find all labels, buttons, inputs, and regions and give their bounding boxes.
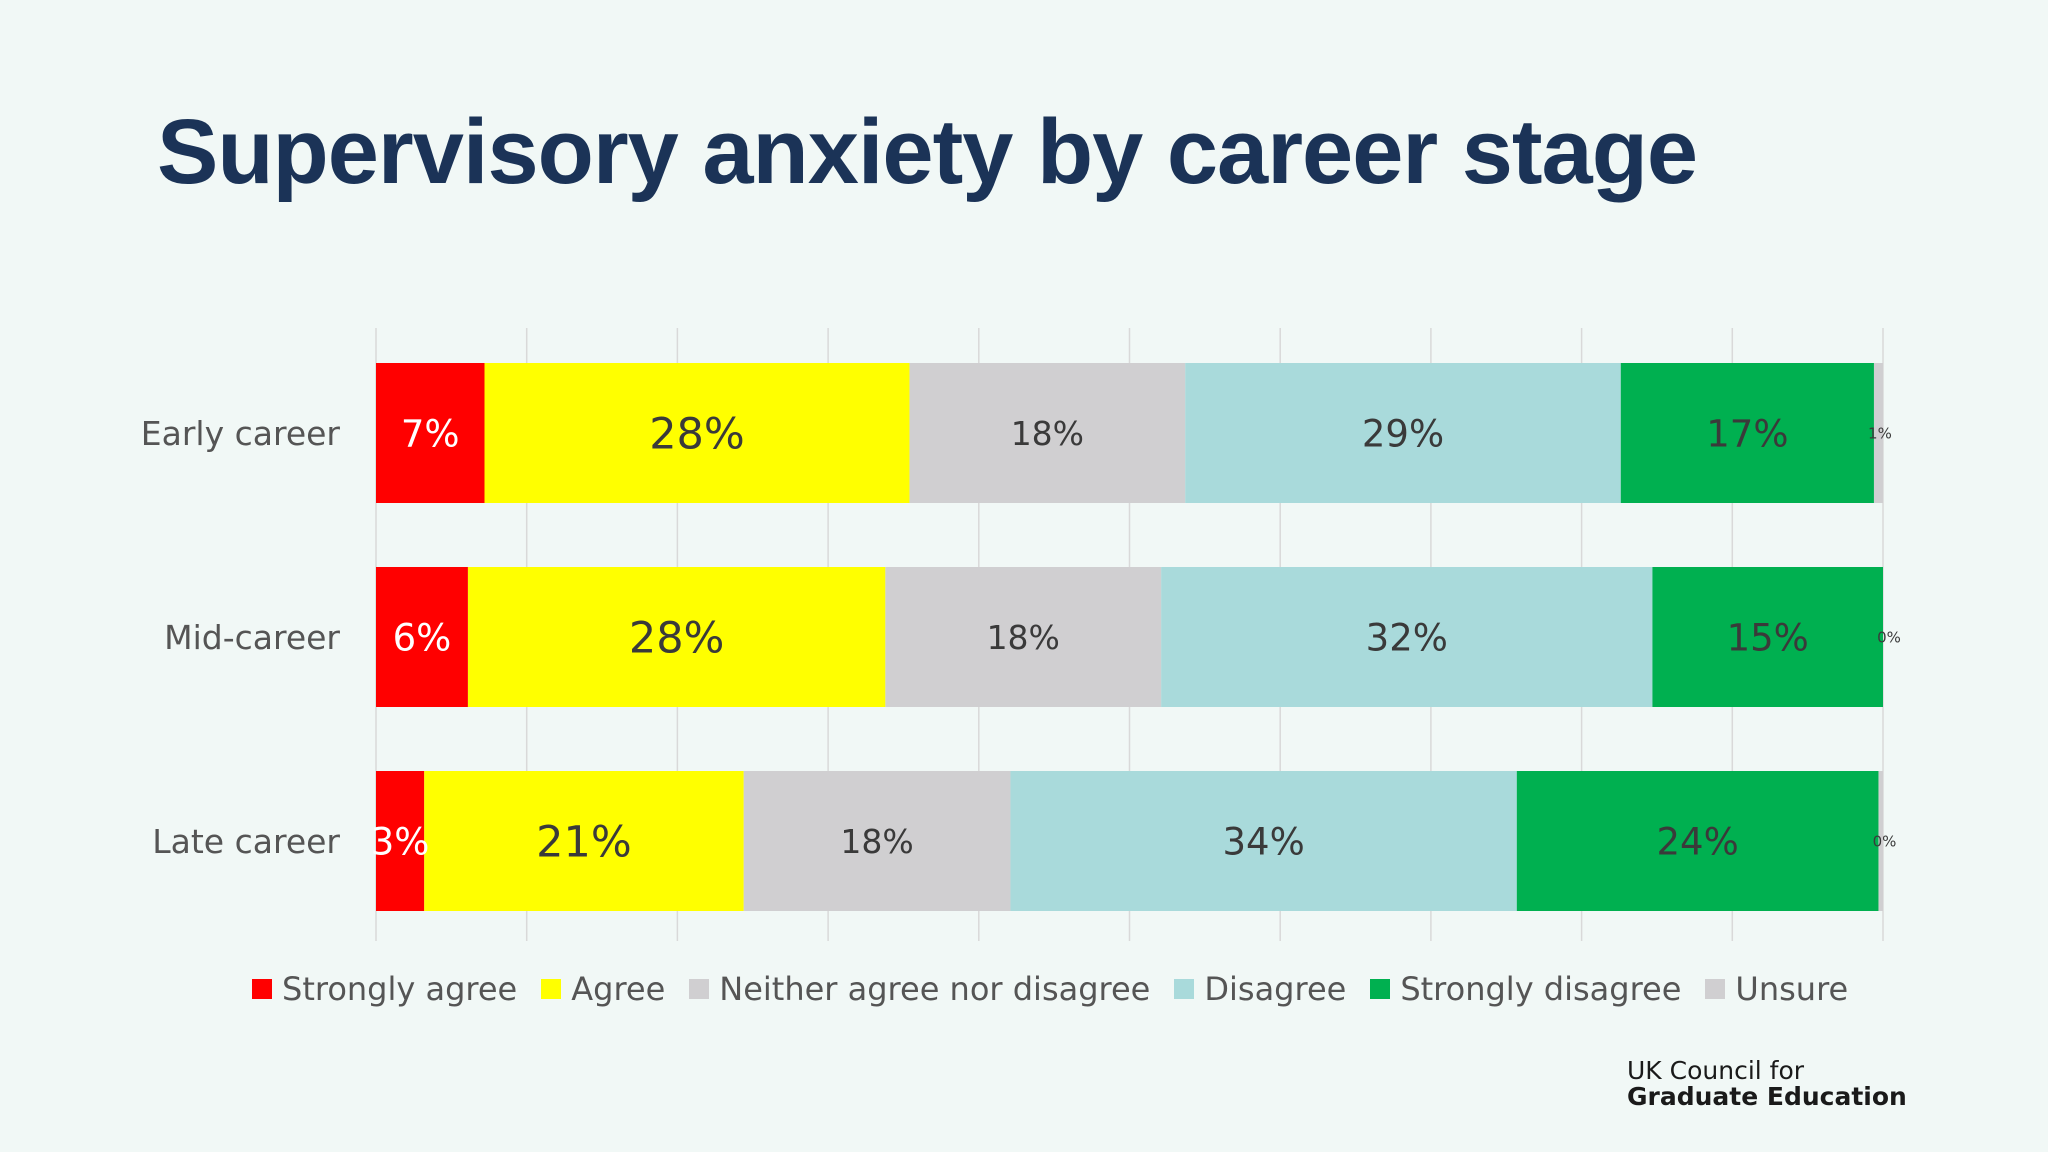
data-label: 7% (401, 412, 460, 455)
data-label: 17% (1706, 412, 1788, 455)
page-title: Supervisory anxiety by career stage (157, 101, 1698, 203)
bar-segment (484, 363, 910, 503)
data-label: 28% (649, 409, 745, 459)
bar-segment (1620, 363, 1874, 503)
category-label: Late career (152, 822, 340, 861)
bar-segment (424, 771, 744, 911)
category-label: Mid-career (164, 618, 340, 657)
data-label: 29% (1362, 412, 1444, 455)
bar-segment (885, 567, 1162, 707)
bar-segment (376, 567, 468, 707)
ukcge-logo: UK Council for Graduate Education (1627, 1056, 1907, 1112)
legend-label: Agree (571, 970, 666, 1008)
legend-label: Disagree (1204, 970, 1347, 1008)
data-label: 32% (1366, 616, 1448, 659)
bar-segment (743, 771, 1011, 911)
logo-line-2: Graduate Education (1627, 1082, 1907, 1112)
data-label: 6% (393, 616, 452, 659)
bar-segment (1878, 771, 1883, 911)
data-label: 24% (1657, 820, 1739, 863)
bar-segment (376, 771, 425, 911)
data-label: 3% (371, 820, 430, 863)
data-label: 28% (629, 613, 725, 663)
bar-segment (909, 363, 1186, 503)
bar-segment (376, 363, 485, 503)
data-label: 15% (1727, 616, 1809, 659)
legend-label: Strongly agree (282, 970, 518, 1008)
legend-item: Neither agree nor disagree (689, 970, 1150, 1008)
legend-item: Agree (541, 970, 665, 1008)
legend-label: Unsure (1735, 970, 1849, 1008)
legend-swatch (689, 979, 710, 999)
data-label: 21% (536, 817, 632, 867)
data-label: 0% (1873, 832, 1897, 850)
legend-swatch (1370, 979, 1391, 999)
legend-item: Strongly disagree (1370, 970, 1681, 1008)
legend-swatch (1705, 979, 1726, 999)
bar-segment (467, 567, 886, 707)
legend-label: Neither agree nor disagree (719, 970, 1151, 1008)
bar-segment (1161, 567, 1653, 707)
data-label: 1% (1868, 424, 1892, 442)
legend-item: Unsure (1705, 970, 1848, 1008)
chart-legend: Strongly agree Agree Neither agree nor dis… (252, 970, 1872, 1008)
legend-label: Strongly disagree (1400, 970, 1682, 1008)
legend-swatch (252, 979, 272, 999)
legend-item: Strongly agree (252, 970, 517, 1008)
bar-segment (1873, 363, 1883, 503)
data-label: 0% (1877, 628, 1901, 646)
logo-line-1: UK Council for (1627, 1056, 1805, 1085)
legend-item: Disagree (1174, 970, 1346, 1008)
bar-segment (1516, 771, 1879, 911)
legend-swatch (541, 979, 562, 999)
data-label: 18% (987, 618, 1060, 657)
legend-swatch (1174, 979, 1195, 999)
data-label: 18% (840, 822, 913, 861)
bar-segment (1652, 567, 1883, 707)
bar-segment (1010, 771, 1517, 911)
data-label: 18% (1011, 414, 1084, 453)
bar-segment (1185, 363, 1621, 503)
data-label: 34% (1222, 820, 1304, 863)
category-label: Early career (141, 414, 341, 453)
